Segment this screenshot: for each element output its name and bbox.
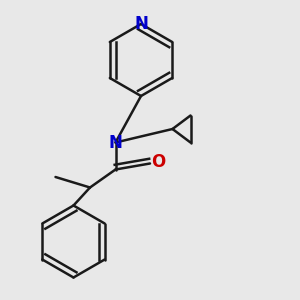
Text: N: N <box>109 134 122 152</box>
Text: N: N <box>134 15 148 33</box>
Text: O: O <box>151 153 166 171</box>
